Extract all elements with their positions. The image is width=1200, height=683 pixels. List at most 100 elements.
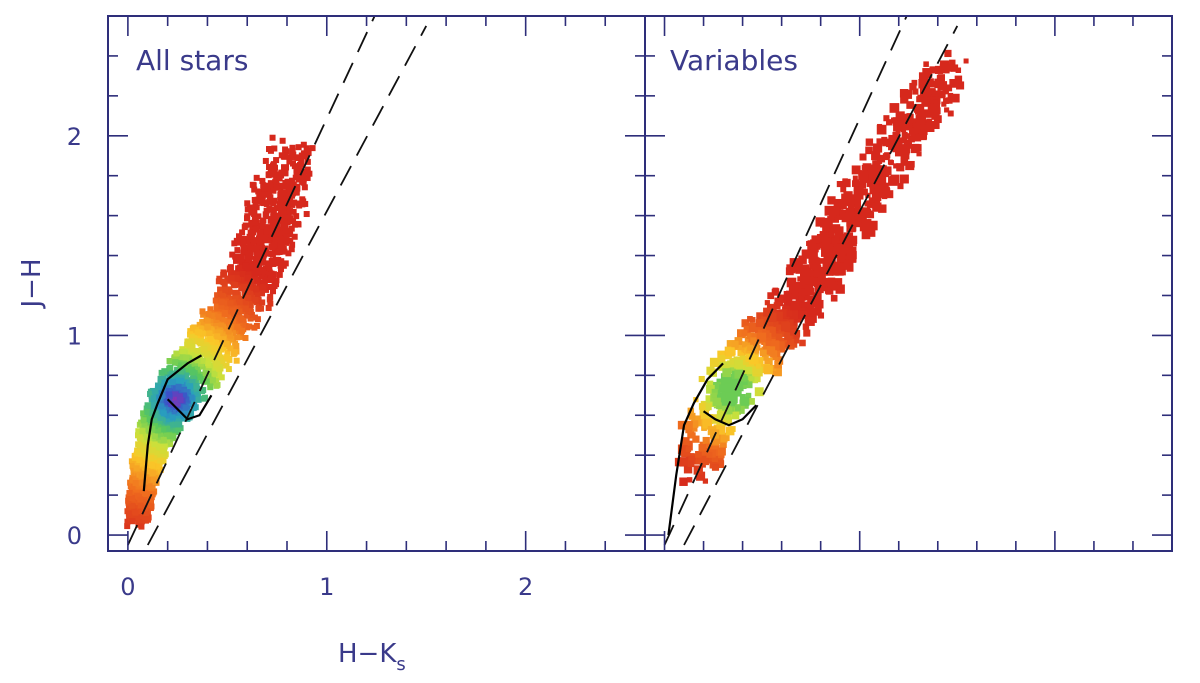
density-cell xyxy=(251,314,258,321)
density-cell xyxy=(836,243,846,253)
density-cell xyxy=(874,166,881,172)
density-cell xyxy=(293,173,300,180)
density-cell xyxy=(782,304,790,311)
density-cell xyxy=(796,288,806,299)
density-cell xyxy=(739,355,750,365)
density-cell xyxy=(216,349,223,356)
density-cell xyxy=(754,325,763,334)
density-cell xyxy=(796,310,805,319)
density-cell xyxy=(801,302,807,308)
density-cell xyxy=(282,203,289,210)
density-cell xyxy=(849,235,858,244)
density-cell xyxy=(946,97,953,104)
density-cell xyxy=(165,416,172,423)
density-cell xyxy=(194,362,201,369)
density-cell xyxy=(899,174,909,184)
density-cell xyxy=(264,260,271,267)
density-cell xyxy=(225,328,232,335)
density-cell xyxy=(859,153,867,161)
density-cell xyxy=(138,517,145,524)
density-cell xyxy=(235,253,242,260)
density-cell xyxy=(232,257,239,264)
density-cell xyxy=(850,256,857,263)
density-cell xyxy=(242,222,249,229)
density-cell xyxy=(834,228,844,237)
density-cell xyxy=(258,191,265,198)
density-cell xyxy=(282,196,289,203)
density-cell xyxy=(833,262,843,273)
density-cell xyxy=(236,299,243,306)
density-cell xyxy=(711,392,717,398)
reddening-line-2 xyxy=(683,25,959,546)
density-cell xyxy=(173,350,180,357)
panel-label-all-stars: All stars xyxy=(136,44,248,77)
density-cell xyxy=(915,124,926,134)
density-cell xyxy=(287,189,294,196)
density-cell xyxy=(178,378,185,385)
density-cell xyxy=(760,316,770,326)
density-cell xyxy=(766,326,776,337)
density-cell xyxy=(790,292,799,300)
density-cell xyxy=(702,436,710,445)
density-cell xyxy=(756,332,767,343)
density-cell xyxy=(854,204,861,211)
density-cell xyxy=(148,450,155,457)
density-cell xyxy=(807,308,816,317)
density-cell xyxy=(282,146,289,153)
density-cell xyxy=(237,315,244,322)
density-cell xyxy=(710,434,721,445)
density-cell xyxy=(754,387,764,397)
density-cell xyxy=(877,123,883,130)
density-cell xyxy=(247,302,254,309)
density-cell xyxy=(847,204,855,212)
density-cell xyxy=(251,324,258,331)
density-cell xyxy=(706,366,715,375)
density-cell xyxy=(212,366,219,373)
density-cell xyxy=(931,111,940,120)
density-cell xyxy=(801,249,811,259)
density-cell xyxy=(240,239,247,246)
density-cell xyxy=(236,264,243,271)
density-cell xyxy=(853,189,864,200)
density-cell xyxy=(193,383,200,390)
density-cell xyxy=(188,410,195,417)
density-map-variables xyxy=(674,49,969,486)
density-cell xyxy=(276,249,283,256)
density-cell xyxy=(707,398,716,407)
density-cell xyxy=(768,319,775,326)
density-cell xyxy=(735,383,744,392)
density-cell xyxy=(282,170,289,177)
density-cell xyxy=(912,132,922,142)
density-cell xyxy=(861,188,868,196)
density-cell xyxy=(128,458,135,465)
density-cell xyxy=(706,451,713,458)
density-cell xyxy=(252,202,259,209)
density-cell xyxy=(807,240,817,249)
density-cell xyxy=(914,144,922,151)
density-cell xyxy=(253,262,260,269)
density-cell xyxy=(261,185,268,192)
density-cell xyxy=(259,268,266,275)
density-cell xyxy=(272,164,279,171)
density-cell xyxy=(280,183,287,190)
density-cell xyxy=(139,428,146,435)
density-cell xyxy=(295,144,302,151)
density-cell xyxy=(867,211,875,219)
density-cell xyxy=(231,270,238,277)
reddening-lines-all-stars xyxy=(127,16,428,546)
density-cell xyxy=(841,212,852,223)
density-cell xyxy=(770,364,777,371)
density-cell xyxy=(145,501,152,508)
density-cell xyxy=(719,441,727,449)
density-cell xyxy=(896,137,903,144)
density-cell xyxy=(680,445,691,456)
density-cell xyxy=(230,349,237,356)
density-cell xyxy=(262,157,269,164)
density-cell xyxy=(275,171,282,178)
density-cell xyxy=(147,390,154,397)
density-cell xyxy=(163,407,170,414)
density-cell xyxy=(799,272,810,283)
density-cell xyxy=(868,197,874,203)
density-cell xyxy=(927,80,935,88)
density-cell xyxy=(132,509,139,516)
